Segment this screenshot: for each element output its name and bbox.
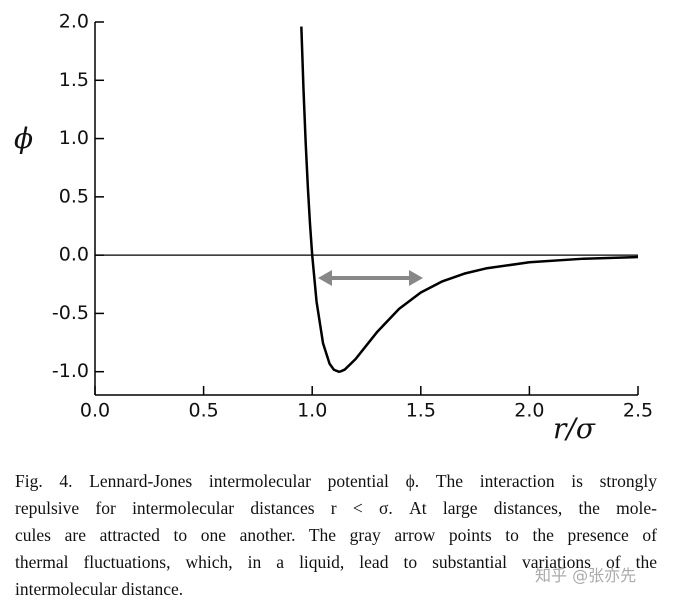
y-tick-label: -1.0 [52,360,89,382]
y-tick-label: 0.5 [59,185,89,207]
y-tick-label: -0.5 [52,302,89,324]
chart: ϕ r/σ -1.0 -0.5 0.0 0.5 1.0 1.5 2.0 0.0 0.5 1.0 1.… [14,11,653,446]
y-tick-label: 1.0 [59,127,89,149]
y-axis-label: ϕ [14,122,33,155]
x-tick-label: 1.0 [297,400,327,422]
arrow [318,270,423,286]
x-tick-label: 0.5 [188,400,218,422]
caption-line: intermolecular distance. [15,579,184,599]
caption-line: Fig. 4. Lennard-Jones intermolecular pot… [15,471,657,491]
caption: Fig. 4. Lennard-Jones intermolecular pot… [15,468,657,603]
x-axis-label: r/σ [553,412,596,445]
x-tick-label: 2.0 [514,400,544,422]
caption-line: repulsive for intermolecular distances r… [15,498,657,518]
caption-line: thermal fluctuations, which, in a liquid… [15,552,657,572]
watermark: 知乎 @张亦先 [535,566,637,585]
y-tick-label: 2.0 [59,11,89,33]
y-tick-label: 0.0 [59,244,89,266]
x-tick-label: 0.0 [80,400,110,422]
x-tick-label: 2.5 [623,400,653,422]
caption-line: cules are attracted to one another. The … [15,525,657,545]
curve [300,26,639,373]
y-tick-label: 1.5 [59,69,89,91]
x-tick-label: 1.5 [406,400,436,422]
